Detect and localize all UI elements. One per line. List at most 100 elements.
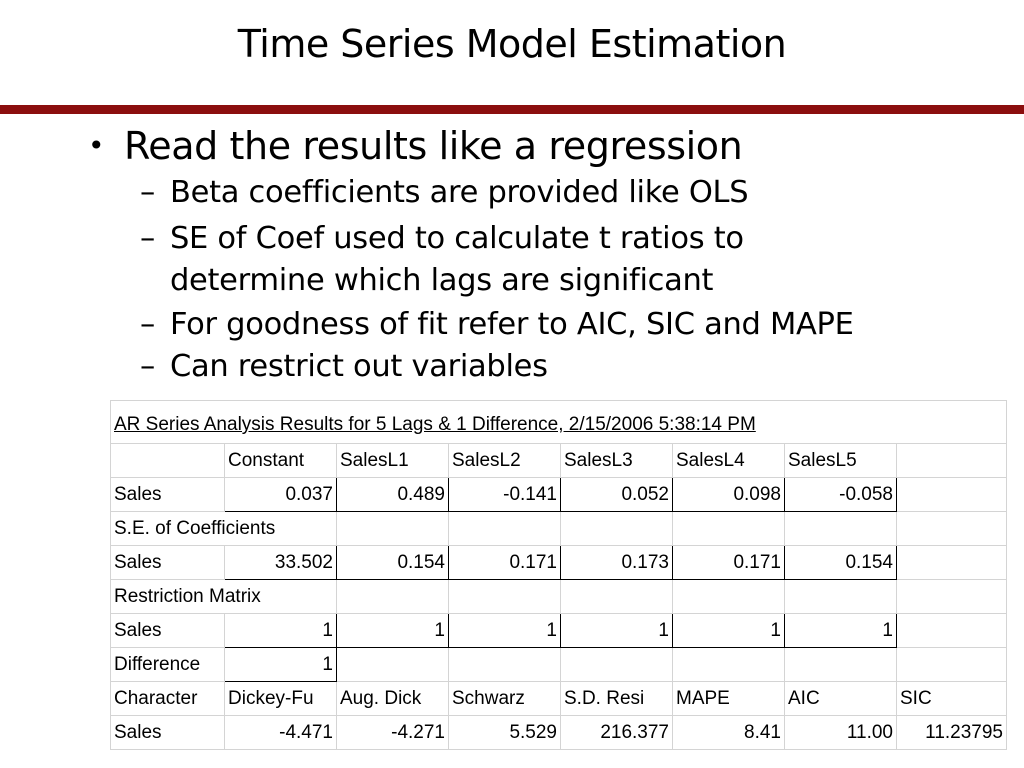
table-cell (448, 647, 561, 682)
restriction-cell: 1 (560, 613, 673, 648)
table-cell (896, 511, 1007, 546)
table-cell (896, 647, 1007, 682)
se-cell: 0.171 (672, 545, 785, 580)
table-row: Sales 33.502 0.154 0.171 0.173 0.171 0.1… (110, 545, 1007, 580)
coef-cell: 0.052 (560, 477, 673, 512)
title-divider (0, 105, 1024, 114)
restriction-cell: 1 (784, 613, 897, 648)
main-bullet-text: Read the results like a regression (124, 124, 743, 168)
header-cell: SalesL1 (336, 443, 449, 478)
sub-bullet-text: Can restrict out variables (170, 349, 548, 384)
table-row: Sales -4.471 -4.271 5.529 216.377 8.41 1… (110, 715, 1007, 750)
row-label: Sales (110, 545, 225, 580)
table-cell (448, 511, 561, 546)
se-cell: 0.154 (336, 545, 449, 580)
table-cell (560, 511, 673, 546)
table-cell (784, 647, 897, 682)
header-cell: Constant (224, 443, 337, 478)
table-title: AR Series Analysis Results for 5 Lags & … (110, 400, 1007, 444)
sub-bullet-2: – SE of Coef used to calculate t ratios t… (140, 218, 744, 302)
table-row: S.E. of Coefficients (110, 511, 1007, 546)
row-label: Sales (110, 715, 225, 750)
table-cell (448, 579, 561, 614)
difference-cell: 1 (224, 647, 337, 682)
table-row: Sales 1 1 1 1 1 1 (110, 613, 1007, 648)
table-cell (560, 647, 673, 682)
table-row: Restriction Matrix (110, 579, 1007, 614)
sub-bullet-text: SE of Coef used to calculate t ratios to (170, 221, 744, 256)
stat-cell: 8.41 (672, 715, 785, 750)
dash-icon: – (140, 307, 155, 342)
restriction-cell: 1 (672, 613, 785, 648)
bullet-dot-icon: • (88, 129, 105, 162)
stat-cell: 11.23795 (896, 715, 1007, 750)
se-cell: 33.502 (224, 545, 337, 580)
sub-bullet-4: – Can restrict out variables (140, 346, 548, 388)
header-cell: AIC (784, 681, 897, 716)
stat-cell: 216.377 (560, 715, 673, 750)
restriction-cell: 1 (336, 613, 449, 648)
se-cell: 0.171 (448, 545, 561, 580)
restriction-cell: 1 (224, 613, 337, 648)
table-cell (896, 443, 1007, 478)
stat-cell: -4.271 (336, 715, 449, 750)
sub-bullet-text: Beta coefficients are provided like OLS (170, 175, 749, 210)
table-cell (672, 579, 785, 614)
table-cell (784, 511, 897, 546)
se-cell: 0.173 (560, 545, 673, 580)
header-cell: MAPE (672, 681, 785, 716)
header-cell: S.D. Resi (560, 681, 673, 716)
table-cell (336, 647, 449, 682)
header-cell: SalesL5 (784, 443, 897, 478)
coef-cell: 0.489 (336, 477, 449, 512)
header-cell: Dickey-Fu (224, 681, 337, 716)
header-cell: Schwarz (448, 681, 561, 716)
stat-cell: -4.471 (224, 715, 337, 750)
section-label: S.E. of Coefficients (110, 511, 337, 546)
table-cell (672, 647, 785, 682)
row-label: Difference (110, 647, 225, 682)
main-bullet: • Read the results like a regression (88, 124, 743, 168)
header-cell: SIC (896, 681, 1007, 716)
table-cell (896, 477, 1007, 512)
coef-cell: 0.037 (224, 477, 337, 512)
table-row: Sales 0.037 0.489 -0.141 0.052 0.098 -0.… (110, 477, 1007, 512)
coef-cell: -0.141 (448, 477, 561, 512)
table-cell (896, 613, 1007, 648)
header-cell: SalesL3 (560, 443, 673, 478)
row-label: Sales (110, 477, 225, 512)
header-cell: Character (110, 681, 225, 716)
table-row: AR Series Analysis Results for 5 Lags & … (110, 400, 1007, 444)
row-label: Sales (110, 613, 225, 648)
slide-title: Time Series Model Estimation (237, 22, 787, 66)
table-cell (672, 511, 785, 546)
table-cell (896, 579, 1007, 614)
table-cell (110, 443, 225, 478)
restriction-cell: 1 (448, 613, 561, 648)
dash-icon: – (140, 175, 155, 210)
results-table: AR Series Analysis Results for 5 Lags & … (110, 400, 1007, 750)
stat-cell: 5.529 (448, 715, 561, 750)
dash-icon: – (140, 349, 155, 384)
sub-bullet-text: For goodness of fit refer to AIC, SIC an… (170, 307, 854, 342)
header-cell: SalesL4 (672, 443, 785, 478)
table-row: Difference 1 (110, 647, 1007, 682)
table-row: Character Dickey-Fu Aug. Dick Schwarz S.… (110, 681, 1007, 716)
stat-cell: 11.00 (784, 715, 897, 750)
sub-bullet-3: – For goodness of fit refer to AIC, SIC a… (140, 304, 854, 346)
table-cell (784, 579, 897, 614)
table-row: Constant SalesL1 SalesL2 SalesL3 SalesL4… (110, 443, 1007, 478)
table-cell (336, 511, 449, 546)
dash-icon: – (140, 221, 155, 256)
table-cell (896, 545, 1007, 580)
sub-bullet-continuation: determine which lags are significant (170, 263, 714, 298)
table-cell (560, 579, 673, 614)
section-label: Restriction Matrix (110, 579, 337, 614)
coef-cell: -0.058 (784, 477, 897, 512)
sub-bullet-1: – Beta coefficients are provided like OLS (140, 172, 749, 214)
coef-cell: 0.098 (672, 477, 785, 512)
header-cell: Aug. Dick (336, 681, 449, 716)
table-cell (336, 579, 449, 614)
spreadsheet-image: AR Series Analysis Results for 5 Lags & … (110, 400, 1010, 756)
